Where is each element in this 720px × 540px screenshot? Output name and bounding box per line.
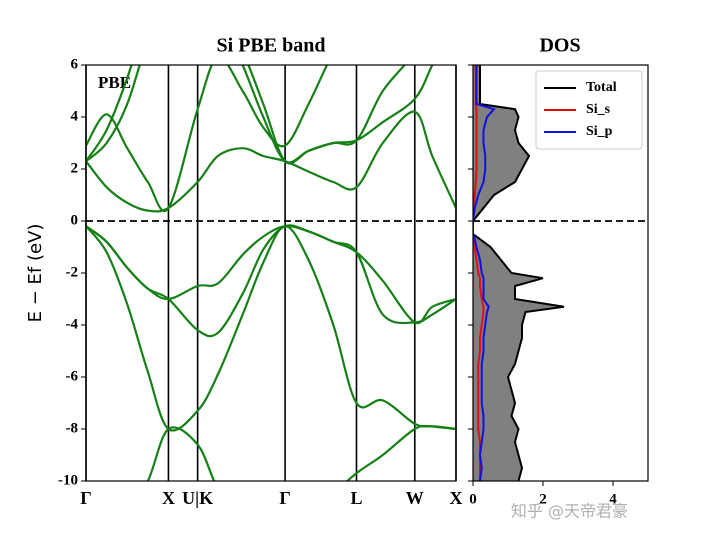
chart-title: DOS — [539, 35, 580, 57]
x-tick-label: Γ — [80, 488, 91, 508]
legend-label: Si_p — [586, 124, 613, 139]
x-tick-label: U|K — [182, 488, 213, 508]
legend-label: Total — [586, 80, 617, 95]
y-tick-label: 4 — [71, 108, 79, 124]
legend-box — [535, 70, 643, 150]
y-tick-label: -8 — [66, 420, 79, 436]
watermark: 知乎 @天帝君豪 — [511, 502, 628, 521]
band-line — [146, 424, 456, 481]
y-tick-label: -6 — [66, 368, 79, 384]
plot-frame — [472, 64, 649, 482]
x-tick-label: 0 — [469, 491, 477, 507]
y-tick-label: -2 — [66, 264, 79, 280]
band-line — [86, 110, 456, 213]
x-tick-label: X — [450, 488, 463, 508]
y-tick-label: -10 — [58, 472, 78, 488]
band-line — [86, 224, 456, 325]
band-line — [86, 225, 456, 432]
dos-curves — [473, 65, 565, 481]
y-tick-label: 6 — [71, 56, 79, 72]
chart-title: Si PBE band — [217, 35, 326, 57]
x-tick-label: W — [406, 488, 424, 508]
x-tick-label: Γ — [279, 488, 290, 508]
x-tick-label: 2 — [539, 491, 547, 507]
y-tick-label: -4 — [66, 316, 79, 332]
dos-area — [473, 65, 564, 481]
x-tick-label: L — [350, 488, 362, 508]
dos-line — [473, 65, 485, 481]
y-tick-label: 0 — [71, 212, 79, 228]
y-axis-label: E − Ef (eV) — [25, 224, 46, 323]
band-line — [86, 65, 407, 165]
y-tick-label: 2 — [71, 160, 79, 176]
plot-frame — [85, 64, 457, 482]
bands — [86, 65, 456, 481]
dos-line — [473, 65, 496, 481]
band-line — [86, 65, 434, 164]
band-line — [86, 65, 329, 212]
dos-line — [473, 65, 565, 481]
legend-label: Si_s — [586, 102, 611, 117]
x-tick-label: 4 — [609, 491, 617, 507]
x-tick-label: X — [162, 488, 175, 508]
band-line — [86, 224, 456, 338]
